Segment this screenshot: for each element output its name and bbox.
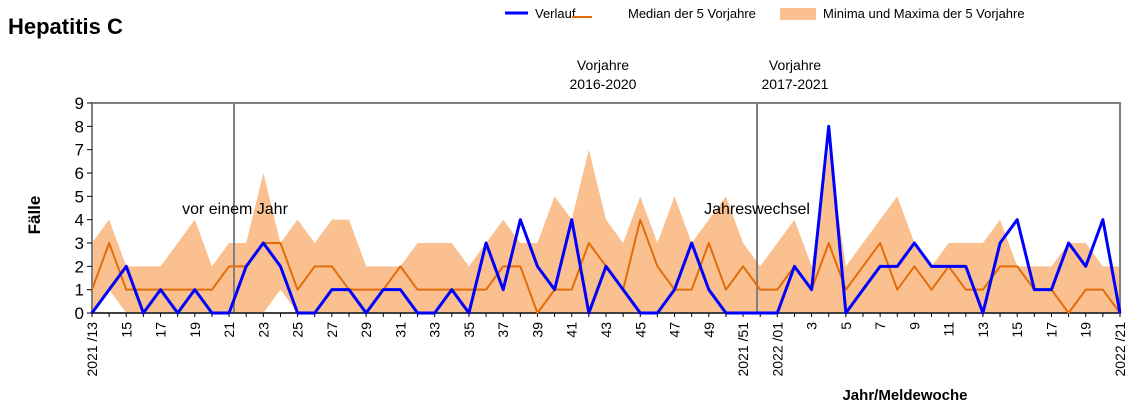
x-tick-label: 5 <box>838 322 854 330</box>
y-tick-label: 4 <box>75 211 84 230</box>
x-tick-label: 19 <box>1078 322 1094 338</box>
x-tick-label: 35 <box>461 322 477 338</box>
x-tick-label: 23 <box>255 322 271 338</box>
verlauf-line <box>90 124 1122 315</box>
x-tick-label: 11 <box>941 322 957 337</box>
x-tick-label: 15 <box>118 322 134 338</box>
x-tick-label: 45 <box>632 322 648 338</box>
annotation: 2016-2020 <box>570 76 637 92</box>
x-tick-label: 3 <box>804 322 820 330</box>
x-tick-label: 2022 /21 <box>1112 322 1128 377</box>
x-tick-label: 21 <box>221 322 237 338</box>
x-tick-label: 2022 /01 <box>769 322 785 377</box>
x-axis-label: Jahr/Meldewoche <box>842 387 967 404</box>
y-tick-label: 0 <box>75 304 84 323</box>
x-tick-label: 2021 /51 <box>735 322 751 377</box>
x-tick-label: 49 <box>701 322 717 338</box>
x-tick-label: 39 <box>529 322 545 338</box>
x-tick-label: 17 <box>153 322 169 338</box>
x-tick-label: 41 <box>564 322 580 338</box>
annotation: Jahreswechsel <box>704 201 810 218</box>
legend-label: Median der 5 Vorjahre <box>628 6 756 21</box>
y-tick-label: 2 <box>75 257 84 276</box>
x-tick-label: 2021 /13 <box>84 322 100 377</box>
x-tick-label: 27 <box>324 322 340 338</box>
x-tick-label: 43 <box>598 322 614 338</box>
y-tick-label: 6 <box>75 164 84 183</box>
y-tick-label: 7 <box>75 141 84 160</box>
x-tick-label: 33 <box>427 322 443 338</box>
legend-label: Verlauf <box>535 6 576 21</box>
y-axis-label: Fälle <box>25 196 44 235</box>
annotation: 2017-2021 <box>762 76 829 92</box>
x-tick-label: 7 <box>872 322 888 330</box>
chart-title: Hepatitis C <box>8 14 123 39</box>
x-tick-label: 15 <box>1009 322 1025 338</box>
annotation: vor einem Jahr <box>182 201 288 218</box>
annotation: Vorjahre <box>769 57 821 73</box>
y-tick-label: 1 <box>75 281 84 300</box>
x-tick-label: 13 <box>975 322 991 338</box>
min-max-band <box>92 149 1120 313</box>
x-tick-label: 37 <box>495 322 511 338</box>
y-tick-label: 8 <box>75 117 84 136</box>
x-tick-label: 19 <box>187 322 203 338</box>
x-tick-label: 9 <box>906 322 922 330</box>
x-tick-label: 25 <box>290 322 306 338</box>
x-tick-label: 29 <box>358 322 374 338</box>
x-tick-label: 17 <box>1043 322 1059 338</box>
legend-label: Minima und Maxima der 5 Vorjahre <box>823 6 1025 21</box>
y-tick-label: 9 <box>75 94 84 113</box>
y-tick-label: 5 <box>75 187 84 206</box>
x-tick-label: 47 <box>667 322 683 338</box>
y-tick-label: 3 <box>75 234 84 253</box>
legend-swatch <box>780 8 816 20</box>
x-tick-label: 31 <box>392 322 408 338</box>
annotation: Vorjahre <box>577 57 629 73</box>
